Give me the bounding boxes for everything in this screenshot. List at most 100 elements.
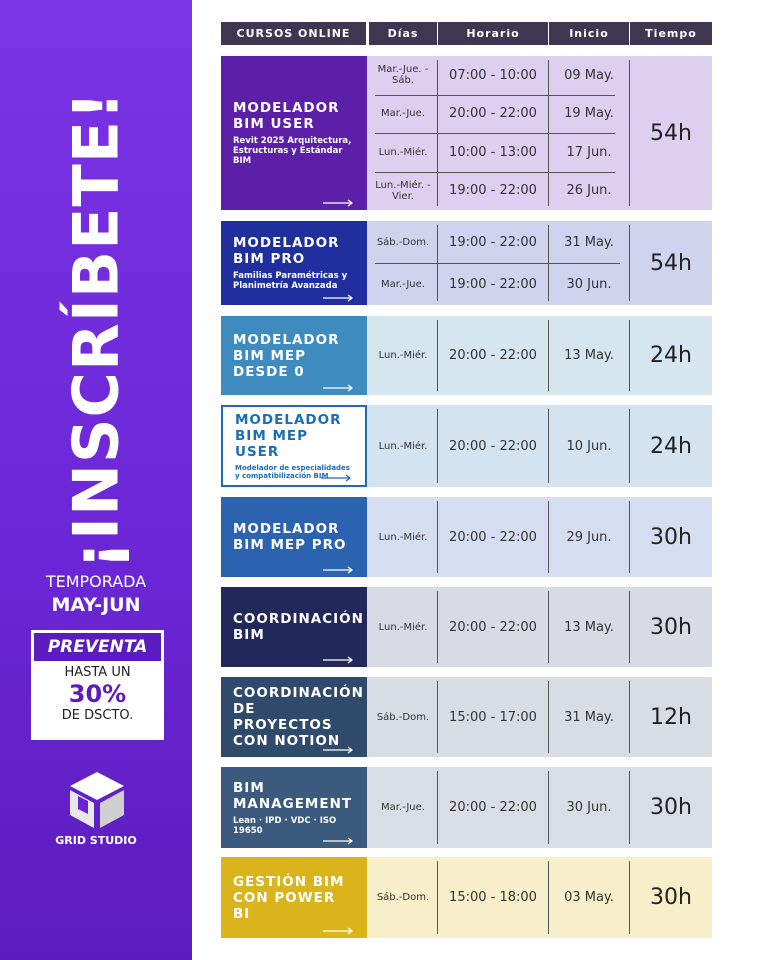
header-cell: Inicio: [549, 22, 629, 45]
session-start: 19 May.: [564, 106, 614, 122]
session-days: Sáb.-Dom.: [376, 892, 430, 903]
session-time: 20:00 - 22:00: [449, 438, 537, 454]
arrow: [321, 467, 351, 482]
session-days: Sáb.-Dom.: [376, 236, 430, 248]
session-start: 31 May.: [564, 234, 614, 250]
course-title: BIM MANAGEMENT: [233, 779, 353, 812]
duration: 30h: [650, 885, 692, 910]
course-title: COORDINACIÓN BIM: [233, 611, 364, 643]
session-time: 19:00 - 22:00: [449, 276, 537, 292]
session-start: 13 May.: [564, 348, 614, 363]
duration: 54h: [650, 120, 692, 146]
arrow: [323, 920, 353, 935]
column-divider: [548, 501, 549, 573]
session-time: 19:00 - 22:00: [449, 183, 537, 199]
course-box: MODELADOR BIM USER Revit 2025 Arquitectur…: [221, 56, 367, 210]
header-cell: Días: [369, 22, 437, 45]
session-days: Lun.-Miér.: [378, 440, 428, 452]
course-subtitle: Modelador de especialidades y compatibil…: [235, 464, 350, 480]
promo-prefix: HASTA UN: [64, 665, 131, 680]
column-divider: [548, 409, 549, 483]
session-days: Mar.-Jue.: [381, 802, 425, 813]
header-cell: Tiempo: [630, 22, 712, 45]
session-divider: [375, 263, 620, 264]
session-start: 09 May.: [564, 67, 614, 83]
course-box: MODELADOR BIM MEP PRO: [221, 497, 367, 577]
header-cell: CURSOS ONLINE: [221, 22, 366, 45]
course-subtitle: Revit 2025 Arquitectura, Estructuras y E…: [233, 136, 352, 166]
session-divider: [375, 94, 615, 96]
course-box: MODELADOR BIM MEP DESDE 0: [221, 316, 367, 395]
column-divider: [629, 681, 630, 753]
column-divider: [629, 501, 630, 573]
season: MAY-JUN: [51, 594, 141, 616]
column-divider: [437, 501, 438, 573]
course-title: MODELADOR BIM MEP DESDE 0: [233, 331, 340, 380]
promo-suffix: DE DSCTO.: [61, 708, 134, 723]
duration: 24h: [650, 343, 692, 368]
course-title: MODELADOR BIM MEP PRO: [233, 521, 347, 553]
header-cell: Horario: [438, 22, 548, 45]
arrow: [323, 739, 353, 754]
column-divider: [437, 409, 438, 483]
duration: 12h: [650, 704, 692, 730]
arrow: [323, 192, 353, 207]
session-time: 20:00 - 22:00: [449, 529, 537, 545]
column-divider: [437, 591, 438, 663]
course-box: COORDINACIÓN BIM: [221, 587, 367, 667]
course-box: BIM MANAGEMENT Lean · IPD · VDC · ISO 196…: [221, 767, 367, 848]
column-divider: [437, 771, 438, 844]
column-divider: [548, 681, 549, 753]
course-box: MODELADOR BIM MEP USER Modelador de espec…: [221, 405, 367, 487]
course-subtitle: Familias Paramétricas y Planimetría Avan…: [233, 271, 348, 291]
session-time: 15:00 - 18:00: [449, 890, 537, 905]
sidebar-title: ¡INSCRÍBETE!: [59, 90, 133, 570]
column-divider: [548, 771, 549, 844]
course-title: COORDINACIÓN DE PROYECTOS CON NOTION: [233, 685, 364, 749]
column-divider: [548, 591, 549, 663]
session-start: 29 Jun.: [566, 529, 612, 545]
session-days: Lun.-Miér.: [378, 146, 428, 158]
column-divider: [437, 681, 438, 753]
session-time: 10:00 - 13:00: [449, 144, 537, 160]
duration: 24h: [650, 433, 692, 459]
column-divider: [629, 409, 630, 483]
course-title: MODELADOR BIM MEP USER: [235, 412, 342, 460]
column-divider: [629, 861, 630, 934]
session-start: 26 Jun.: [566, 183, 612, 199]
arrow: [323, 377, 353, 392]
brand: GRID STUDIO: [55, 834, 137, 847]
session-start: 30 Jun.: [566, 276, 612, 292]
session-start: 03 May.: [564, 890, 614, 905]
column-divider: [437, 861, 438, 934]
session-start: 13 May.: [564, 619, 614, 635]
session-time: 20:00 - 22:00: [449, 619, 537, 635]
course-box: GESTIÓN BIM CON POWER BI: [221, 857, 367, 938]
session-days: Mar.-Jue.: [381, 108, 425, 120]
promo-box: PREVENTA HASTA UN 30% DE DSCTO.: [31, 630, 164, 740]
arrow: [323, 830, 353, 845]
session-time: 19:00 - 22:00: [449, 234, 537, 250]
column-divider: [548, 861, 549, 934]
promo-label: PREVENTA: [34, 633, 161, 661]
course-title: MODELADOR BIM USER: [233, 100, 340, 132]
duration: 30h: [650, 524, 692, 550]
column-divider: [629, 60, 630, 206]
course-title: GESTIÓN BIM CON POWER BI: [233, 873, 345, 922]
column-divider: [629, 591, 630, 663]
session-time: 15:00 - 17:00: [449, 709, 537, 725]
course-subtitle: Lean · IPD · VDC · ISO 19650: [233, 815, 337, 836]
column-divider: [629, 225, 630, 301]
session-days: Lun.-Miér.: [378, 621, 428, 633]
session-time: 20:00 - 22:00: [449, 106, 537, 122]
column-divider: [629, 771, 630, 844]
session-days: Lun.-Miér. -Vier.: [375, 179, 431, 202]
column-divider: [437, 320, 438, 391]
course-box: MODELADOR BIM PRO Familias Paramétricas y…: [221, 221, 367, 305]
session-days: Mar.-Jue.: [381, 278, 425, 290]
duration: 30h: [650, 795, 692, 820]
session-start: 10 Jun.: [566, 438, 612, 454]
session-start: 31 May.: [564, 709, 614, 725]
session-time: 07:00 - 10:00: [449, 67, 537, 83]
session-start: 30 Jun.: [566, 800, 612, 815]
